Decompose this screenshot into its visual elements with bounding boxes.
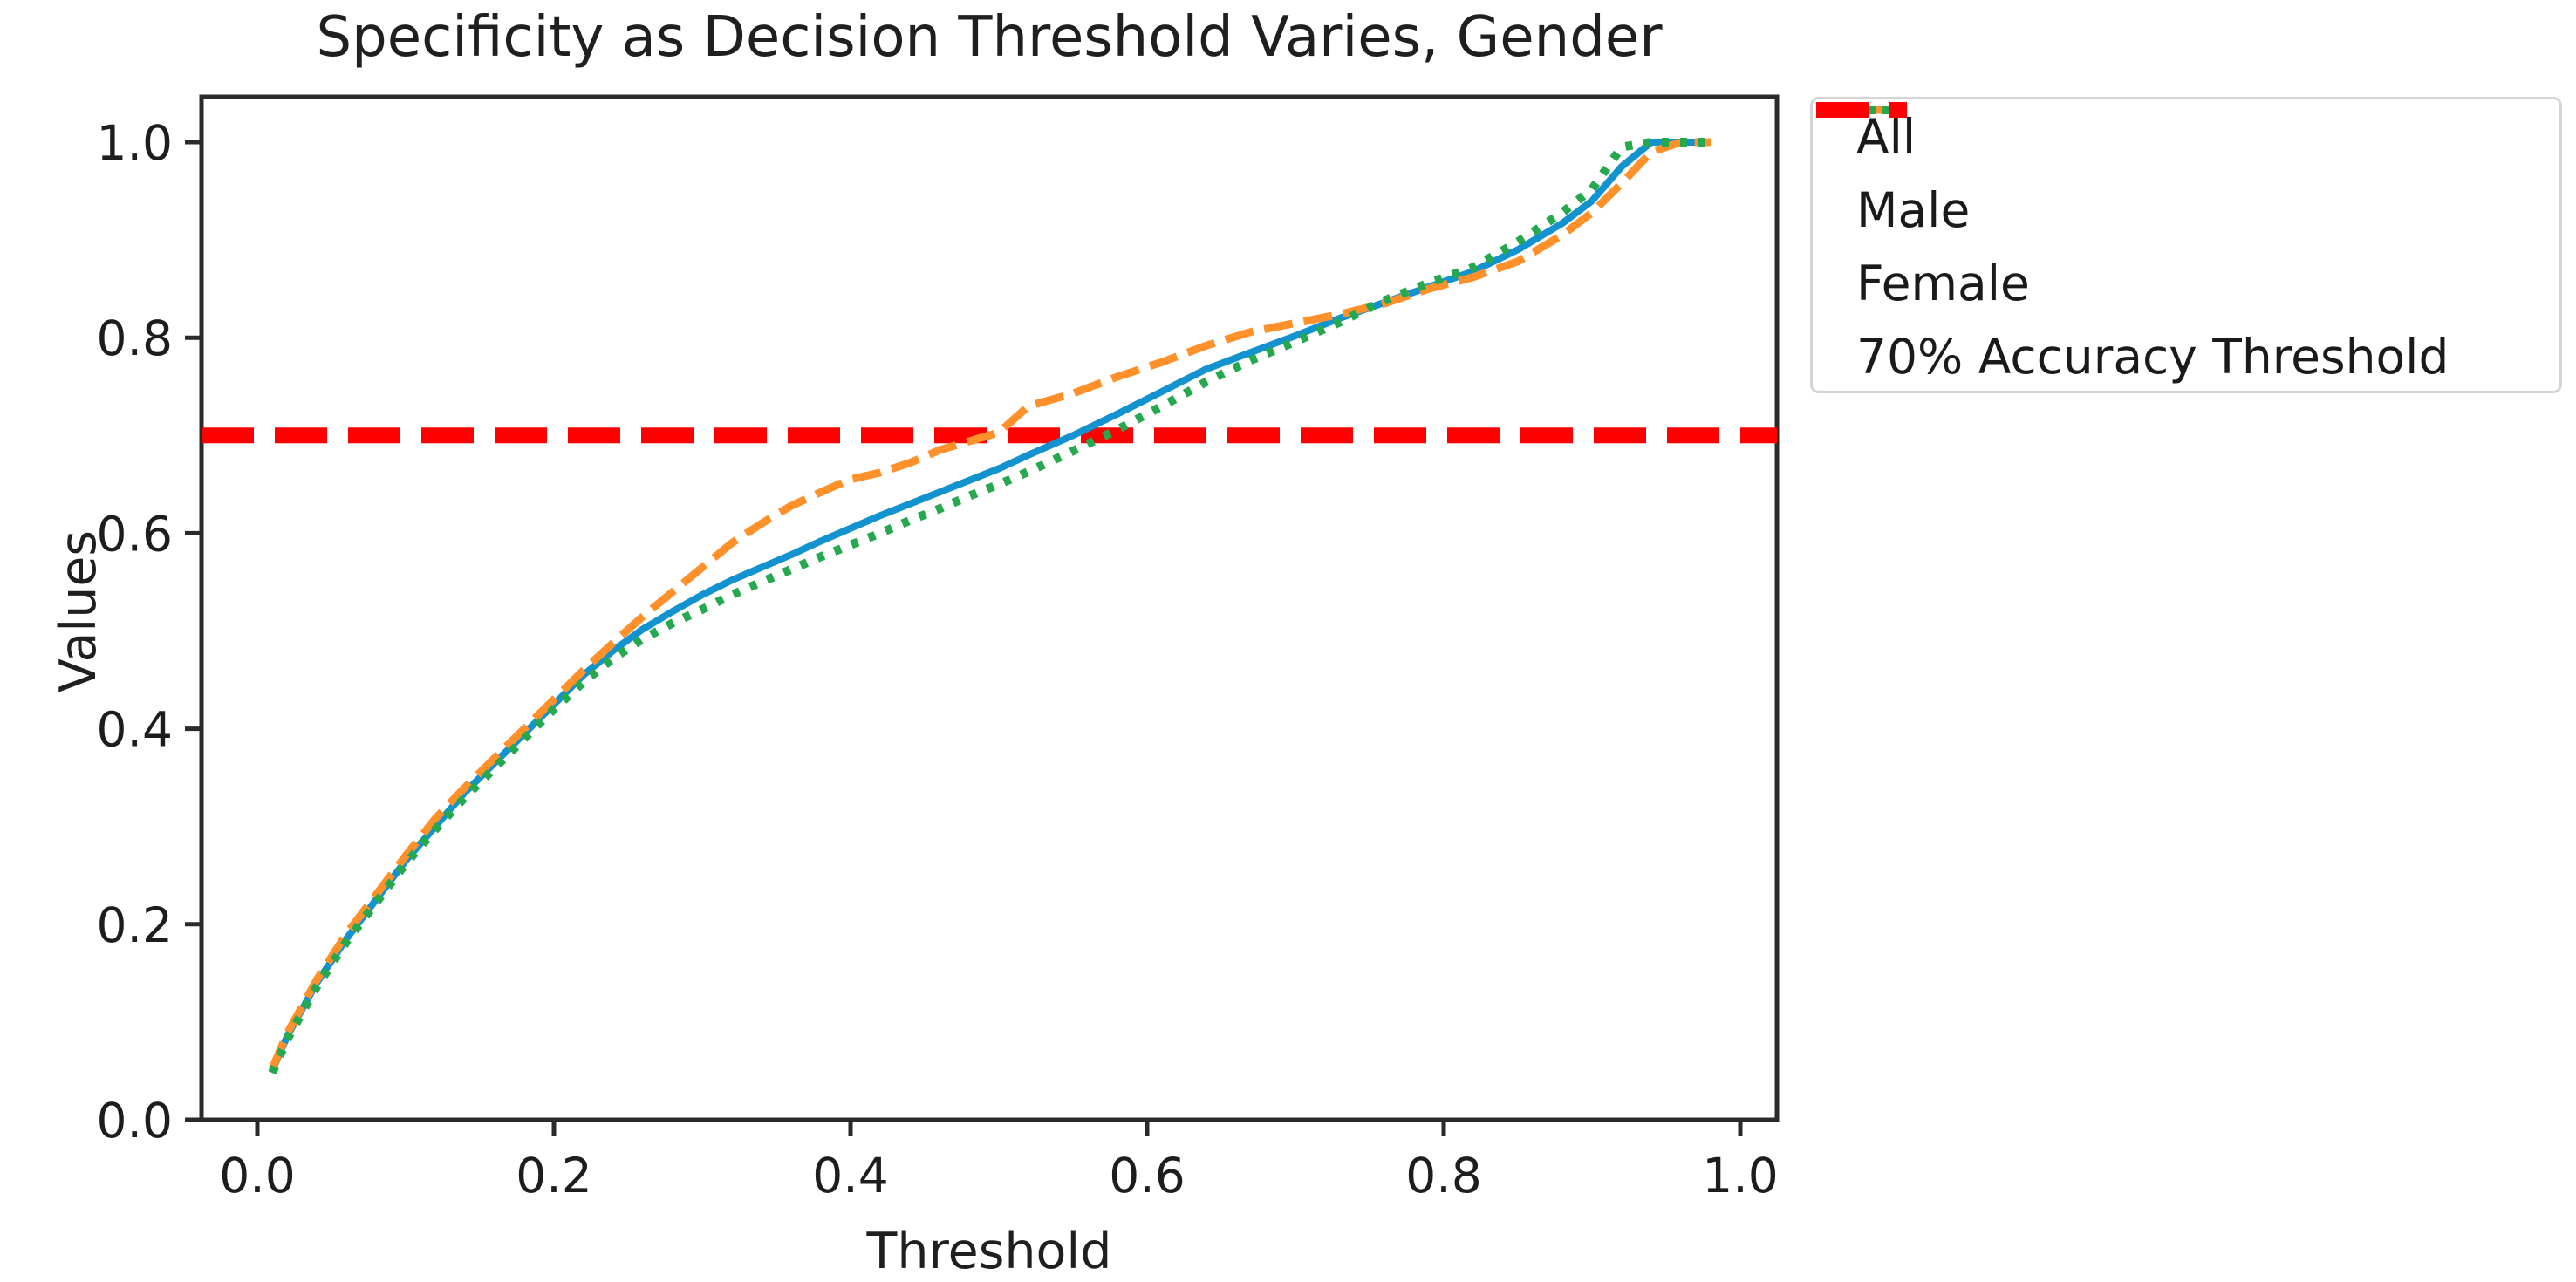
axes-spines [199,94,1780,1122]
chart-title: Specificity as Decision Threshold Varies… [316,5,1663,70]
legend-label-female: Female [1856,256,2030,311]
x-tick-label: 0.0 [219,1148,295,1204]
y-tick-label: 0.8 [97,310,173,366]
x-tick-label: 0.2 [516,1148,591,1204]
series-line-female [268,138,1711,1075]
legend-box: All Male Female 70% Accuracy Threshold [1810,97,2562,393]
legend-item-female: Female [1816,106,2559,320]
series-line-male [268,138,1711,1071]
legend-item-male: Male [1816,106,2559,247]
y-axis-label: Values [50,529,107,693]
legend-label-male: Male [1856,182,1971,238]
x-tick-label: 0.4 [812,1148,888,1204]
legend-item-threshold: 70% Accuracy Threshold [1816,102,2559,393]
threshold-line-sample-icon [1816,102,1907,118]
x-tick-label: 1.0 [1702,1148,1778,1204]
legend-label-all: All [1856,109,1917,165]
legend-label-threshold: 70% Accuracy Threshold [1856,329,2450,385]
y-tick-label: 0.2 [97,897,173,953]
y-tick-label: 0.0 [97,1093,173,1149]
y-tick-label: 0.6 [97,506,173,562]
series-line-all [269,139,1711,1073]
y-tick-label: 1.0 [97,115,173,171]
x-tick-label: 0.6 [1109,1148,1185,1204]
y-tick-label: 0.4 [97,702,173,758]
legend-item-all: All [1816,100,2559,174]
x-tick-label: 0.8 [1405,1148,1481,1204]
x-axis-label: Threshold [866,1223,1112,1280]
